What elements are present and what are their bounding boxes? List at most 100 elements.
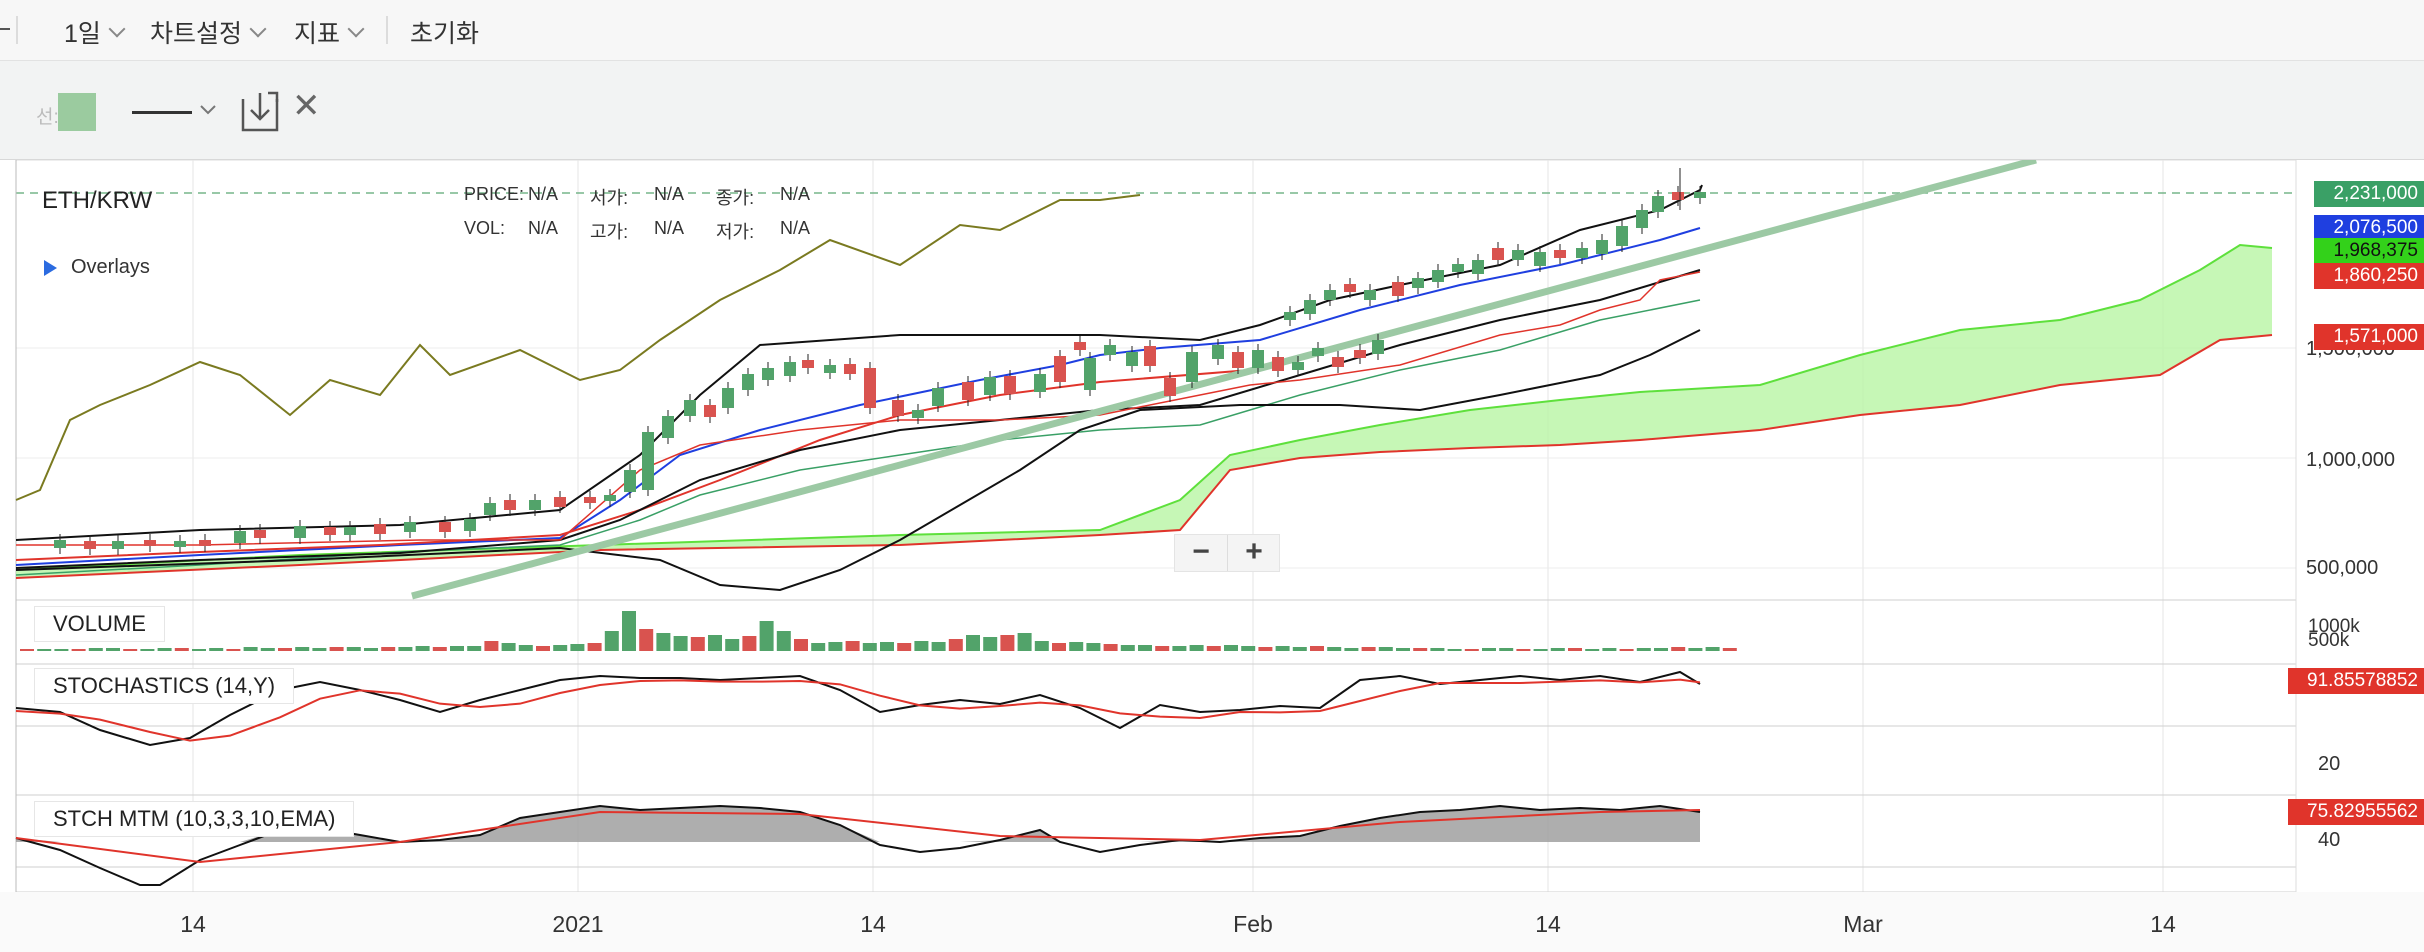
candle-body	[84, 541, 96, 549]
open-value: N/A	[654, 184, 685, 204]
price-axis-label: 1,000,000	[2306, 449, 2395, 471]
volume-bar	[536, 646, 550, 651]
overlays-toggle[interactable]: Overlays	[44, 256, 150, 279]
candle-body	[464, 519, 476, 531]
volume-bar	[1361, 647, 1376, 651]
save-drawing-icon[interactable]	[240, 91, 280, 133]
volume-bar	[1189, 645, 1204, 651]
candle-body	[1372, 340, 1384, 354]
volume-bar	[1206, 646, 1221, 651]
play-triangle-icon	[44, 259, 57, 276]
volume-bar	[570, 644, 585, 651]
volume-bar	[1086, 643, 1101, 651]
volume-bar	[1103, 644, 1118, 651]
volume-bar	[1155, 646, 1170, 651]
candle-body	[1344, 284, 1356, 292]
chart-settings-dropdown[interactable]: 차트설정	[150, 14, 267, 50]
period-dropdown[interactable]: 1일	[64, 14, 126, 50]
volume-bar	[37, 649, 52, 651]
candle-body	[529, 500, 541, 510]
volume-bar	[1654, 648, 1668, 651]
tenkan-sen	[15, 227, 1701, 566]
stochastics-axis-label: 20	[2318, 753, 2340, 775]
volume-bar	[776, 631, 791, 651]
chevron-down-icon[interactable]	[199, 103, 217, 117]
candle-body	[1576, 248, 1588, 258]
bollinger-lower	[15, 329, 1701, 592]
candle-body	[254, 530, 266, 538]
volume-bar	[174, 648, 189, 651]
momentum-axis-label: 40	[2318, 829, 2340, 851]
senkou-span-a	[15, 243, 2273, 571]
volume-bar	[1430, 648, 1445, 651]
volume-bar	[1550, 648, 1565, 651]
volume-bar	[106, 648, 120, 651]
volume-bar	[1602, 648, 1617, 651]
low-value: N/A	[780, 218, 811, 238]
volume-bar	[1292, 647, 1307, 651]
volume-bar	[1396, 648, 1410, 651]
volume-bar	[1241, 646, 1256, 651]
indicators-label: 지표	[294, 20, 341, 48]
zoom-in-button[interactable]: +	[1227, 535, 1280, 571]
candle-body	[112, 541, 124, 549]
volume-bars	[20, 611, 1737, 651]
candle-body	[1312, 348, 1324, 356]
candle-body	[1144, 346, 1156, 366]
volume-bar	[794, 639, 808, 651]
close-icon[interactable]: ✕	[292, 87, 321, 125]
volume-bar	[1378, 647, 1393, 651]
price-tag-cloud: 1,968,375	[2314, 238, 2424, 264]
volume-bar	[1447, 649, 1462, 651]
toolbar-divider	[16, 16, 18, 44]
volume-bar	[140, 649, 155, 651]
candle-body	[1324, 290, 1336, 300]
reset-button[interactable]: 초기화	[410, 14, 479, 50]
toolbar-divider	[386, 16, 388, 44]
candle-body	[722, 388, 734, 408]
momentum-value-tag: 75.82955562	[2288, 799, 2424, 825]
volume-bar	[484, 641, 499, 651]
kijun-sen	[15, 269, 1701, 569]
volume-bar	[690, 637, 705, 651]
collapse-icon[interactable]	[0, 28, 10, 30]
candle-body	[1652, 196, 1664, 212]
candle-body	[1452, 264, 1464, 272]
volume-bar	[1722, 648, 1737, 651]
volume-bar	[828, 642, 843, 651]
volume-bar	[381, 647, 396, 651]
close-label: 종가:	[716, 188, 755, 208]
chevron-down-icon	[108, 20, 126, 38]
close-value: N/A	[780, 184, 811, 204]
volume-bar	[673, 636, 688, 651]
volume-bar	[759, 621, 774, 651]
candle-body	[324, 527, 336, 535]
candle-body	[704, 405, 716, 417]
volume-bar	[1327, 647, 1342, 651]
volume-bar	[278, 648, 292, 651]
volume-bar	[587, 643, 602, 651]
x-axis-label: 14	[2150, 911, 2176, 937]
stochastics-value-tag: 91.85578852	[2288, 668, 2424, 694]
line-color-swatch[interactable]	[58, 93, 96, 131]
zoom-out-button[interactable]: −	[1192, 535, 1210, 568]
volume-bar	[1172, 646, 1187, 651]
volume-bar	[501, 643, 516, 651]
chart-settings-label: 차트설정	[150, 20, 243, 48]
volume-bar	[1585, 649, 1600, 651]
candle-body	[1432, 270, 1444, 282]
candle-body	[1472, 260, 1484, 274]
candle-body	[584, 497, 596, 503]
candle-body	[802, 360, 814, 368]
candle-body	[1074, 342, 1086, 350]
line-style-selector[interactable]	[132, 111, 192, 114]
volume-bar	[862, 643, 877, 651]
price-chart[interactable]: 1,500,0001,000,000500,0001000k500k204014…	[0, 160, 2424, 952]
candle-body	[892, 400, 904, 416]
x-axis-label: 14	[180, 911, 206, 937]
candle-body	[624, 470, 636, 492]
candlesticks	[54, 168, 1706, 555]
candle-body	[912, 410, 924, 418]
indicators-dropdown[interactable]: 지표	[294, 14, 365, 50]
volume-bar	[467, 646, 482, 651]
